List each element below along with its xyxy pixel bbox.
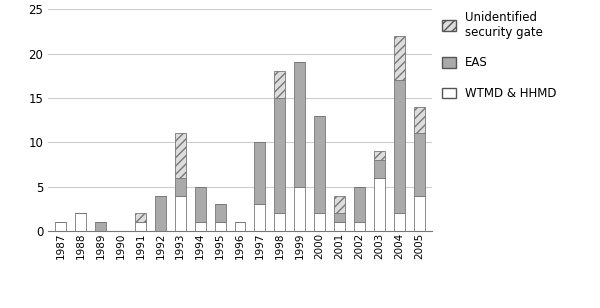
Bar [76, 213, 86, 231]
Bar [314, 213, 325, 231]
Bar [135, 222, 146, 231]
Bar [55, 222, 67, 231]
Bar [254, 142, 265, 205]
Bar [394, 36, 404, 80]
Bar [394, 213, 404, 231]
Bar [175, 178, 186, 196]
Bar [394, 80, 404, 213]
Bar [215, 222, 226, 231]
Bar [274, 213, 285, 231]
Bar [374, 178, 385, 231]
Bar [195, 222, 206, 231]
Bar [95, 222, 106, 231]
Bar [354, 187, 365, 222]
Bar [314, 116, 325, 213]
Bar [374, 151, 385, 160]
Bar [334, 213, 345, 222]
Bar [274, 71, 285, 98]
Bar [135, 213, 146, 222]
Bar [175, 196, 186, 231]
Bar [334, 222, 345, 231]
Legend: Unidentified
security gate, EAS, WTMD & HHMD: Unidentified security gate, EAS, WTMD & … [442, 11, 557, 100]
Bar [195, 187, 206, 222]
Bar [374, 160, 385, 178]
Bar [254, 205, 265, 231]
Bar [274, 98, 285, 213]
Bar [334, 196, 345, 213]
Bar [294, 187, 305, 231]
Bar [413, 196, 425, 231]
Bar [413, 133, 425, 196]
Bar [175, 133, 186, 178]
Bar [235, 222, 245, 231]
Bar [215, 205, 226, 222]
Bar [413, 107, 425, 133]
Bar [294, 63, 305, 187]
Bar [354, 222, 365, 231]
Bar [155, 196, 166, 231]
